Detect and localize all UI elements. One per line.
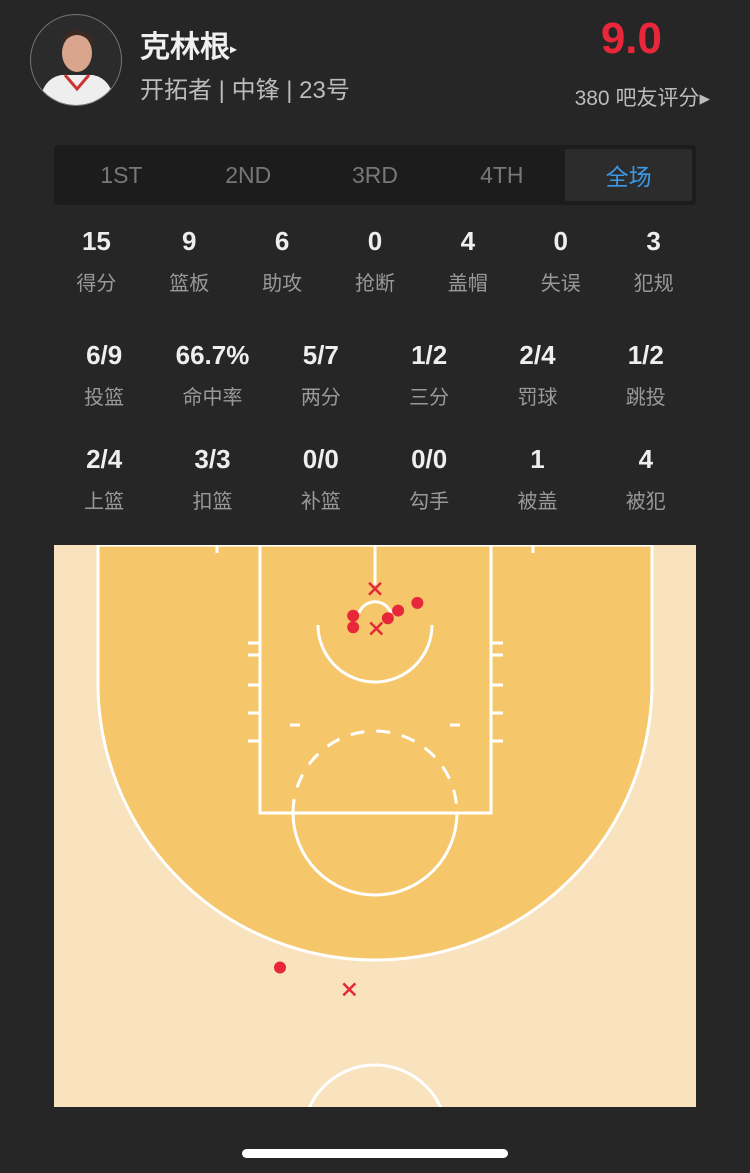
stat-value: 3 [646, 226, 661, 256]
stat-value: 5/7 [302, 340, 339, 370]
stat-label: 得分 [76, 273, 117, 295]
stat-5: 1/2 跳投 [592, 340, 700, 410]
missed-shot-marker [368, 581, 382, 596]
stat-3: 1/2 三分 [375, 340, 483, 410]
made-shot-marker [381, 612, 394, 625]
stat-label: 被犯 [625, 491, 666, 513]
rating-count-link[interactable]: 380 吧友评分▸ [574, 87, 710, 110]
basic-stats-row: 15 得分 9 篮板 6 助攻 0 抢断 4 盖帽 0 失误 3 犯规 [50, 226, 700, 296]
made-shot-marker [411, 596, 424, 609]
stat-value: 4 [460, 226, 476, 256]
stat-label: 两分 [300, 387, 341, 409]
shot-type-stats-row: 2/4 上篮 3/3 扣篮 0/0 补篮 0/0 勾手 1 被盖 4 被犯 [50, 444, 700, 514]
player-rating: 9.0 [600, 14, 662, 63]
stat-value: 2/4 [519, 340, 556, 370]
stat-3: 0/0 勾手 [375, 444, 483, 514]
stat-label: 篮板 [169, 273, 210, 295]
stat-label: 投篮 [84, 387, 125, 409]
player-name[interactable]: 克林根▸ [140, 22, 237, 66]
stat-4: 2/4 罚球 [483, 340, 591, 410]
home-indicator[interactable] [242, 1149, 508, 1158]
player-photo-icon [39, 30, 115, 105]
period-tabs: 1ST 2ND 3RD 4TH 全场 [54, 145, 696, 205]
stat-value: 0 [553, 226, 568, 256]
stat-label: 勾手 [409, 491, 450, 513]
player-name-text: 克林根 [140, 31, 230, 64]
chevron-right-icon: ▸ [230, 40, 238, 57]
stat-1: 66.7% 命中率 [158, 340, 266, 410]
stat-4: 4 盖帽 [421, 226, 514, 296]
stat-0: 2/4 上篮 [50, 444, 158, 514]
stat-value: 1/2 [411, 340, 448, 370]
stat-1: 9 篮板 [143, 226, 236, 296]
stat-label: 抢断 [355, 273, 395, 295]
free-throw-circle-bottom [291, 812, 459, 897]
three-point-area [96, 545, 654, 962]
stat-2: 6 助攻 [236, 226, 329, 296]
shot-chart [54, 545, 696, 1107]
stat-label: 助攻 [262, 273, 303, 295]
stat-value: 1/2 [627, 340, 664, 370]
player-info: 开拓者 | 中锋 | 23号 [140, 77, 350, 104]
stat-value: 6 [274, 226, 290, 256]
stat-label: 被盖 [517, 491, 558, 513]
tab-1st[interactable]: 1ST [100, 161, 143, 188]
restricted-area [316, 624, 434, 684]
stat-5: 0 失误 [514, 226, 607, 296]
stat-value: 9 [182, 226, 197, 256]
stat-value: 3/3 [194, 444, 231, 474]
tab-2nd[interactable]: 2ND [225, 161, 272, 188]
made-shot-marker [273, 961, 286, 974]
stat-5: 4 被犯 [592, 444, 700, 514]
made-shot-marker [347, 621, 360, 634]
stat-0: 15 得分 [50, 226, 143, 296]
stat-2: 0/0 补篮 [267, 444, 375, 514]
stat-value: 15 [81, 226, 111, 256]
paint-lane [258, 545, 493, 815]
stat-value: 1 [530, 444, 545, 474]
stat-label: 罚球 [517, 387, 558, 409]
made-shot-marker [347, 609, 360, 622]
shooting-stats-row: 6/9 投篮 66.7% 命中率 5/7 两分 1/2 三分 2/4 罚球 1/2 跳投 [50, 340, 700, 410]
stat-label: 失误 [540, 273, 581, 295]
stat-label: 盖帽 [447, 273, 488, 295]
stat-value: 4 [638, 444, 654, 474]
stat-label: 扣篮 [192, 491, 233, 513]
stat-value: 66.7% [175, 340, 250, 370]
stat-1: 3/3 扣篮 [158, 444, 266, 514]
made-shot-marker [392, 604, 405, 617]
stat-value: 6/9 [86, 340, 123, 370]
missed-shot-marker [342, 982, 357, 997]
stat-value: 0 [367, 226, 383, 256]
stat-0: 6/9 投篮 [50, 340, 158, 410]
stat-label: 上篮 [84, 491, 125, 513]
tab-full-game[interactable]: 全场 [565, 149, 692, 201]
center-circle [307, 1063, 443, 1107]
stat-4: 1 被盖 [483, 444, 591, 514]
stat-label: 补篮 [300, 491, 341, 513]
missed-shot-marker [369, 621, 384, 636]
hoop [357, 600, 393, 614]
stat-label: 命中率 [182, 387, 243, 409]
stat-6: 3 犯规 [607, 226, 700, 296]
stat-label: 跳投 [625, 387, 666, 409]
stat-label: 三分 [409, 387, 450, 409]
stat-value: 0/0 [302, 444, 339, 474]
stat-2: 5/7 两分 [267, 340, 375, 410]
tab-3rd[interactable]: 3RD [351, 161, 398, 188]
player-avatar[interactable] [30, 14, 122, 106]
stat-value: 0/0 [411, 444, 448, 474]
tab-4th[interactable]: 4TH [480, 161, 524, 188]
stat-label: 犯规 [633, 273, 674, 295]
stat-value: 2/4 [86, 444, 123, 474]
stat-3: 0 抢断 [329, 226, 422, 296]
